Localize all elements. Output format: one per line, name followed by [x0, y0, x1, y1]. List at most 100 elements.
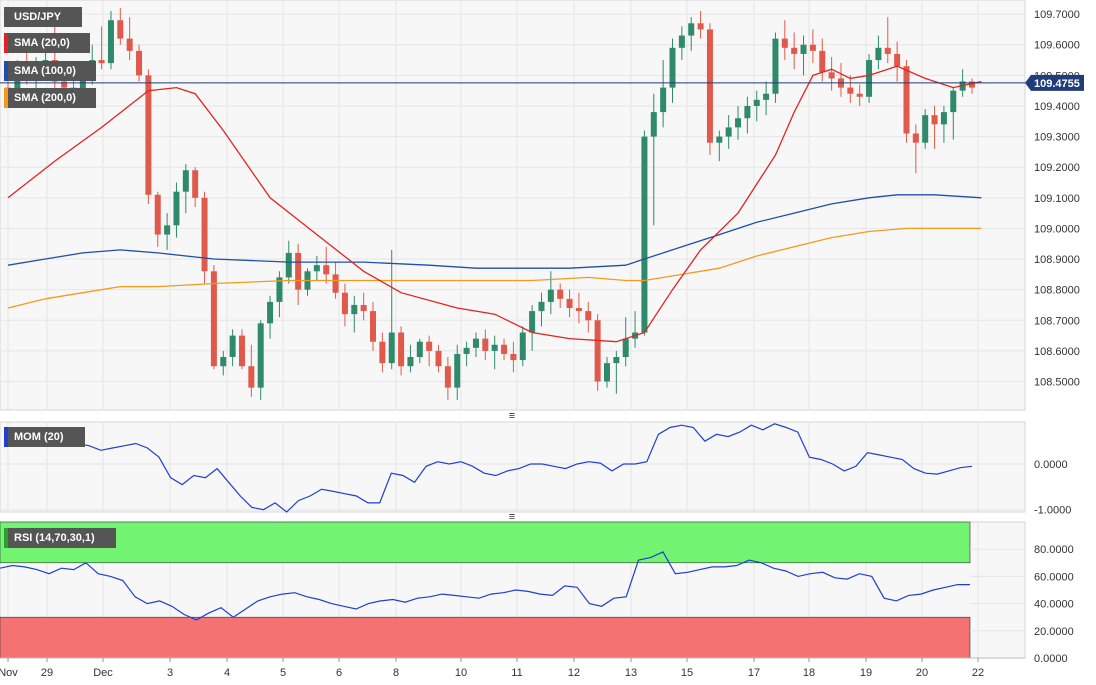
candle-body: [229, 335, 236, 358]
candle-body: [248, 366, 255, 388]
candle-body: [725, 127, 732, 137]
price-panel: 109.7000109.6000109.5000109.4000109.3000…: [0, 0, 1084, 411]
candle-body: [575, 308, 582, 312]
candle-body: [791, 47, 798, 54]
candle-body: [472, 338, 479, 348]
candle-body: [332, 274, 339, 293]
price-tick-label: 108.8000: [1034, 285, 1080, 297]
sma100-swatch: [4, 61, 8, 81]
candle-body: [370, 311, 377, 342]
candle-body: [547, 289, 554, 302]
x-tick-label: 15: [681, 667, 693, 679]
candle-body: [566, 298, 573, 309]
x-tick-label: 6: [336, 667, 342, 679]
last-price-label: 109.4755: [1034, 78, 1080, 90]
candle-body: [491, 344, 498, 351]
candle-body: [341, 292, 348, 315]
momentum-plot-area: [0, 421, 1026, 513]
x-tick-label: Dec: [93, 667, 113, 679]
sma20-line: [7, 65, 982, 343]
candle-body: [192, 170, 199, 198]
sma20-swatch: [4, 33, 8, 53]
price-plot-area: [0, 0, 1026, 411]
candle-body: [950, 90, 957, 113]
sma200-swatch: [4, 88, 8, 108]
price-tick-label: 109.6000: [1034, 40, 1080, 52]
price-tick-label: 108.6000: [1034, 346, 1080, 358]
candle-body: [753, 99, 760, 106]
candle-body: [510, 353, 517, 361]
sma200-tag[interactable]: SMA (200,0): [4, 88, 96, 108]
candle-body: [819, 50, 826, 73]
rsi-tick-label: 60.0000: [1034, 571, 1074, 583]
rsi-overbought-zone: [0, 521, 971, 564]
candle-body: [379, 341, 386, 364]
rsi-swatch: [4, 528, 8, 548]
candle-body: [126, 38, 133, 51]
price-tick-label: 109.7000: [1034, 9, 1080, 21]
symbol-tag[interactable]: USD/JPY: [4, 7, 82, 27]
candle-body: [388, 332, 395, 364]
sma200-label: SMA (200,0): [14, 92, 76, 104]
rsi-tick-label: 0.0000: [1034, 653, 1068, 665]
price-tick-label: 109.2000: [1034, 162, 1080, 174]
candle-body: [117, 20, 124, 39]
candle-body: [660, 87, 667, 113]
candle-body: [613, 357, 620, 364]
price-tick-label: 108.9000: [1034, 254, 1080, 266]
candle-body: [744, 105, 751, 119]
mom-tag[interactable]: MOM (20): [4, 427, 85, 447]
candle-body: [61, 81, 68, 88]
candle-body: [716, 136, 723, 143]
candle-body: [800, 44, 807, 54]
price-tick-label: 109.0000: [1034, 223, 1080, 235]
sma20-label: SMA (20,0): [14, 37, 70, 49]
candle-body: [875, 47, 882, 61]
candle-body: [538, 301, 545, 312]
x-tick-label: 5: [280, 667, 286, 679]
price-tick-label: 109.3000: [1034, 132, 1080, 144]
candle-body: [735, 118, 742, 128]
candle-body: [164, 225, 171, 235]
rsi-line: [0, 551, 970, 621]
rsi-tick-label: 80.0000: [1034, 544, 1074, 556]
candle-body: [678, 35, 685, 48]
mom-tick-label: -1.0000: [1034, 505, 1071, 517]
candle-body: [866, 60, 873, 97]
sma100-tag[interactable]: SMA (100,0): [4, 61, 96, 81]
x-tick-label: 20: [916, 667, 928, 679]
price-tick-label: 109.1000: [1034, 193, 1080, 205]
panel-splitter-2: ≡: [509, 511, 515, 523]
candle-body: [763, 93, 770, 100]
candle-body: [772, 38, 779, 94]
candle-body: [585, 311, 592, 321]
candle-body: [285, 252, 292, 278]
candle-body: [688, 23, 695, 36]
candle-body: [969, 81, 975, 88]
sma20-tag[interactable]: SMA (20,0): [4, 33, 90, 53]
candle-body: [426, 341, 433, 351]
rsi-tag[interactable]: RSI (14,70,30,1): [4, 528, 116, 548]
candle-body: [407, 357, 414, 367]
sma200-line: [7, 227, 982, 309]
candle-body: [847, 87, 854, 94]
x-tick-label: 4: [224, 667, 230, 679]
candle-body: [238, 335, 245, 367]
candle-body: [622, 338, 629, 358]
candle-body: [931, 115, 938, 125]
price-tick-label: 108.7000: [1034, 315, 1080, 327]
candle-body: [912, 133, 919, 143]
x-tick-label: 18: [803, 667, 815, 679]
candle-body: [173, 191, 180, 226]
candle-body: [809, 44, 816, 51]
candle-body: [444, 366, 451, 388]
panel-splitter-1: ≡: [509, 410, 515, 422]
candle-body: [79, 75, 86, 94]
x-tick-label: 8: [393, 667, 399, 679]
rsi-tick-label: 20.0000: [1034, 626, 1074, 638]
x-tick-label: 13: [625, 667, 637, 679]
candle-body: [201, 197, 208, 272]
x-tick-label: 11: [511, 667, 522, 679]
